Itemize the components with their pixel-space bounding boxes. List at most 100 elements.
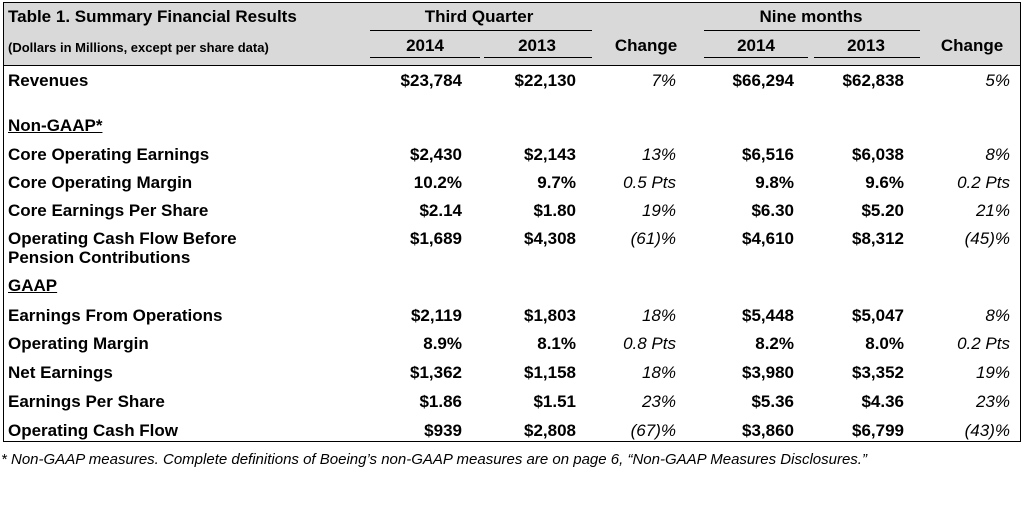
group-header-third-quarter: Third Quarter	[424, 7, 534, 26]
cell-n13: $6,038	[852, 145, 904, 164]
cell-nchg: (45)%	[964, 229, 1010, 248]
row-label-line: Operating Cash Flow	[8, 421, 179, 440]
cell-q14: $2,119	[410, 306, 462, 325]
cell-q13: $22,130	[514, 71, 576, 90]
group-underline-third-quarter	[370, 30, 592, 31]
row-label: Core Operating Margin	[8, 173, 192, 192]
cell-nchg: 5%	[985, 71, 1010, 90]
cell-qchg: 23%	[641, 392, 676, 411]
row-label-line: Core Operating Earnings	[8, 145, 210, 164]
cell-q13: $4,308	[524, 229, 576, 248]
cell-nchg: 0.2 Pts	[957, 173, 1010, 192]
cell-q14: $939	[424, 421, 462, 440]
row-label: Operating Margin	[8, 334, 149, 353]
row-label-line: Revenues	[8, 71, 89, 90]
cell-n14: $5.36	[751, 392, 794, 411]
cell-n13: 9.6%	[865, 173, 904, 192]
cell-q14: $1.86	[419, 392, 462, 411]
cell-nchg: 0.2 Pts	[957, 334, 1010, 353]
cell-qchg: 0.5 Pts	[623, 173, 676, 192]
column-underline	[814, 57, 920, 58]
table-header	[4, 3, 1020, 66]
column-header-n-change: Change	[940, 36, 1004, 55]
cell-qchg: 13%	[641, 145, 676, 164]
column-header-q-change: Change	[614, 36, 678, 55]
cell-n13: $5.20	[861, 201, 904, 220]
column-header-n-2014: 2014	[737, 36, 775, 55]
cell-q14: 8.9%	[423, 334, 462, 353]
cell-qchg: (61)%	[630, 229, 676, 248]
column-header-n-2013: 2013	[847, 36, 885, 55]
cell-n14: $3,980	[742, 363, 794, 382]
row-label: Operating Cash Flow	[8, 421, 178, 440]
cell-q13: $2,808	[524, 421, 576, 440]
cell-n13: 8.0%	[865, 334, 904, 353]
row-label: Earnings Per Share	[8, 392, 165, 411]
cell-n13: $8,312	[852, 229, 904, 248]
cell-n14: $4,610	[742, 229, 794, 248]
row-label-line: Core Earnings Per Share	[8, 201, 209, 220]
cell-nchg: 21%	[975, 201, 1010, 220]
cell-n13: $6,799	[852, 421, 904, 440]
group-underline-nine-months	[704, 30, 920, 31]
cell-nchg: 8%	[985, 145, 1010, 164]
row-label: Earnings From Operations	[8, 306, 222, 325]
row-label-line: Earnings Per Share	[8, 392, 165, 411]
column-underline	[370, 57, 480, 58]
cell-q14: 10.2%	[413, 173, 462, 192]
cell-q14: $23,784	[400, 71, 462, 90]
cell-nchg: 19%	[975, 363, 1010, 382]
cell-qchg: (67)%	[630, 421, 676, 440]
column-underline	[484, 57, 592, 58]
cell-q13: $1.80	[533, 201, 576, 220]
cell-n13: $62,838	[842, 71, 904, 90]
cell-qchg: 18%	[641, 306, 676, 325]
cell-nchg: 23%	[975, 392, 1010, 411]
cell-n13: $4.36	[861, 392, 904, 411]
row-label-line: Pension Contributions	[8, 248, 191, 267]
cell-n14: 8.2%	[755, 334, 794, 353]
cell-q13: $1.51	[533, 392, 576, 411]
cell-q13: $2,143	[524, 145, 576, 164]
group-header-nine-months: Nine months	[759, 7, 863, 26]
row-label: Net Earnings	[8, 363, 113, 382]
cell-q13: 8.1%	[537, 334, 576, 353]
row-label: Revenues	[8, 71, 88, 90]
cell-qchg: 19%	[641, 201, 676, 220]
row-label-line: Earnings From Operations	[8, 306, 223, 325]
cell-q13: 9.7%	[537, 173, 576, 192]
table-subtitle: (Dollars in Millions, except per share d…	[8, 40, 269, 55]
cell-n14: $6.30	[751, 201, 794, 220]
section-label-gaap: GAAP	[8, 276, 58, 295]
row-label-line: Core Operating Margin	[8, 173, 193, 192]
cell-qchg: 0.8 Pts	[623, 334, 676, 353]
cell-qchg: 7%	[651, 71, 676, 90]
cell-n14: $3,860	[742, 421, 794, 440]
cell-nchg: 8%	[985, 306, 1010, 325]
cell-n14: $5,448	[742, 306, 794, 325]
section-label-non-gaap: Non-GAAP*	[8, 116, 103, 135]
cell-q14: $2,430	[410, 145, 462, 164]
row-label: Core Earnings Per Share	[8, 201, 208, 220]
cell-q14: $1,362	[410, 363, 462, 382]
cell-nchg: (43)%	[964, 421, 1010, 440]
cell-q13: $1,803	[524, 306, 576, 325]
row-label-line: Operating Cash Flow Before	[8, 229, 237, 248]
cell-q13: $1,158	[524, 363, 576, 382]
column-header-q-2014: 2014	[406, 36, 444, 55]
cell-n14: $66,294	[732, 71, 794, 90]
column-underline	[704, 57, 808, 58]
column-header-q-2013: 2013	[518, 36, 556, 55]
cell-q14: $2.14	[419, 201, 462, 220]
summary-financial-table: Table 1. Summary Financial Results (Doll…	[3, 2, 1021, 442]
row-label-line: Operating Margin	[8, 334, 149, 353]
cell-n13: $3,352	[852, 363, 904, 382]
cell-n13: $5,047	[852, 306, 904, 325]
row-label: Core Operating Earnings	[8, 145, 209, 164]
cell-q14: $1,689	[410, 229, 462, 248]
cell-qchg: 18%	[641, 363, 676, 382]
row-label: Operating Cash Flow Before Pension Contri…	[8, 229, 237, 267]
cell-n14: 9.8%	[755, 173, 794, 192]
cell-n14: $6,516	[742, 145, 794, 164]
